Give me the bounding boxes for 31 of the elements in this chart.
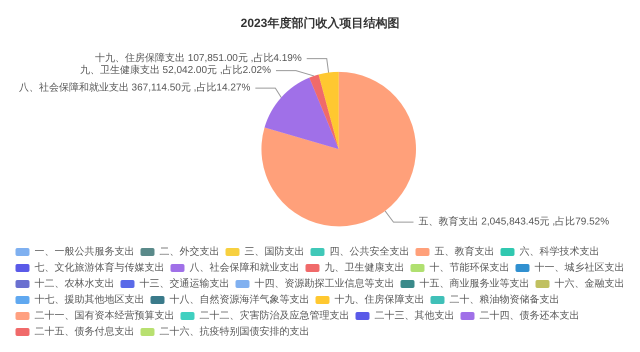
category-label: 五、教育支出 2,045,843.45元 ,占比79.52% xyxy=(418,216,610,228)
legend-label: 十五、商业服务业等支出 xyxy=(420,278,530,290)
chart-title: 2023年度部门收入项目结构图 xyxy=(240,16,400,30)
legend-label: 九、卫生健康支出 xyxy=(324,262,404,274)
legend-label: 十四、资源勘探工业信息等支出 xyxy=(254,278,394,290)
legend-label: 二十二、灾害防治及应急管理支出 xyxy=(200,310,350,322)
legend-label: 五、教育支出 xyxy=(434,246,494,258)
legend-label: 四、公共安全支出 xyxy=(330,246,410,258)
legend-label: 十六、金融支出 xyxy=(554,278,624,290)
legend-label: 十、节能环保支出 xyxy=(430,262,510,274)
legend-label: 二十五、债务付息支出 xyxy=(34,326,134,338)
legend-label: 十九、住房保障支出 xyxy=(334,294,424,306)
category-label: 八、社会保障和就业支出 367,114.50元 ,占比14.27% xyxy=(18,82,250,94)
legend-label: 六、科学技术支出 xyxy=(520,246,600,258)
legend-label: 十八、自然资源海洋气象等支出 xyxy=(170,294,310,306)
legend-label: 十七、援助其他地区支出 xyxy=(34,294,144,306)
legend-label: 二十、粮油物资储备支出 xyxy=(450,294,560,306)
legend-label: 二十一、国有资本经营预算支出 xyxy=(34,310,174,322)
legend-label: 七、文化旅游体育与传媒支出 xyxy=(34,262,164,274)
legend-label: 二十六、抗疫特别国债安排的支出 xyxy=(160,326,310,338)
legend-label: 三、国防支出 xyxy=(244,246,304,258)
legend-label: 二十四、债务还本支出 xyxy=(480,310,580,322)
legend-label: 二十三、其他支出 xyxy=(374,310,454,322)
legend-label: 二、外交支出 xyxy=(160,246,220,258)
legend-label: 十三、交通运输支出 xyxy=(140,278,230,290)
legend-label: 十二、农林水支出 xyxy=(34,278,114,290)
category-label: 九、卫生健康支出 52,042.00元 ,占比2.02% xyxy=(80,65,271,76)
legend-label: 八、社会保障和就业支出 xyxy=(190,262,300,274)
legend-label: 一、一般公共服务支出 xyxy=(34,246,134,258)
category-label: 十九、住房保障支出 107,851.00元 ,占比4.19% xyxy=(94,53,302,64)
legend-label: 十一、城乡社区支出 xyxy=(534,262,624,274)
